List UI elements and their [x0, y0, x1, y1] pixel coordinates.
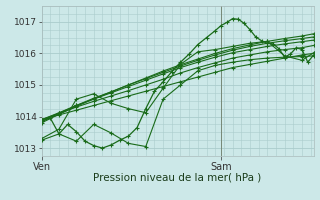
X-axis label: Pression niveau de la mer( hPa ): Pression niveau de la mer( hPa )	[93, 173, 262, 183]
